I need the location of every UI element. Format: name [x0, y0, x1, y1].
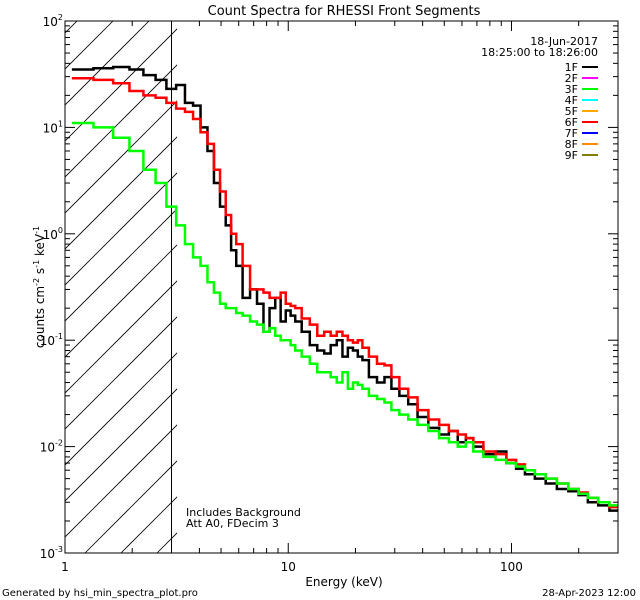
x-tick-label: 10 — [281, 560, 296, 574]
y-tick-base: 10 — [43, 121, 58, 135]
legend-label: 7F — [565, 127, 578, 140]
annotation-background: Includes Background — [186, 506, 301, 519]
y-label-mid-1: s — [33, 268, 47, 278]
series-group — [71, 65, 618, 512]
legend-label: 6F — [565, 116, 578, 129]
y-tick-label: 10-3 — [40, 545, 63, 561]
hatch-line — [65, 424, 177, 538]
y-label-exp-3: -1 — [32, 226, 41, 234]
y-tick-label: 10-1 — [40, 332, 63, 348]
hatch-line — [84, 460, 177, 553]
y-tick-base: 10 — [40, 441, 55, 455]
y-tick-base: 10 — [40, 547, 55, 561]
y-label-main: counts cm — [33, 286, 47, 348]
y-tick-exponent: -2 — [55, 439, 63, 448]
hatch-line — [65, 28, 177, 142]
hatched-region — [0, 0, 177, 553]
x-tick-labels: 1 10 100 — [61, 560, 523, 574]
legend-label: 9F — [565, 149, 578, 162]
y-tick-label: 101 — [43, 119, 63, 135]
hatch-line — [65, 208, 177, 322]
legend-label: 2F — [565, 72, 578, 85]
chart-title: Count Spectra for RHESSI Front Segments — [208, 4, 481, 19]
series-3F — [71, 121, 618, 507]
observation-date: 18-Jun-2017 — [530, 35, 598, 48]
y-tick-exponent: 0 — [58, 226, 63, 235]
series-1F — [71, 65, 618, 512]
y-label-exp-1: -2 — [32, 278, 41, 286]
y-tick-base: 10 — [43, 15, 58, 29]
hatch-line — [65, 316, 177, 430]
legend-label: 4F — [565, 94, 578, 107]
y-label-mid-2: keV — [33, 233, 47, 260]
x-tick-label: 100 — [500, 560, 523, 574]
hatch-line — [65, 100, 177, 214]
hatch-line — [120, 496, 177, 553]
svg-text:counts cm-2 s-1 keV-1: counts cm-2 s-1 keV-1 — [32, 226, 47, 348]
time-range: 18:25:00 to 18:26:00 — [481, 46, 598, 59]
legend-label: 1F — [565, 61, 578, 74]
hatch-line — [65, 388, 177, 502]
y-tick-base: 10 — [43, 228, 58, 242]
hatch-line — [65, 280, 177, 394]
hatch-line — [65, 244, 177, 358]
legend-label: 3F — [565, 83, 578, 96]
y-tick-exponent: 1 — [58, 119, 63, 128]
axis-ticks — [64, 20, 619, 554]
legend-label: 8F — [565, 138, 578, 151]
plot-frame — [64, 20, 619, 554]
y-axis-label: counts cm-2 s-1 keV-1 — [32, 226, 47, 348]
y-label-exp-2: -1 — [32, 260, 41, 268]
annotation-attenuator: Att A0, FDecim 3 — [186, 517, 279, 530]
hatch-line — [65, 21, 150, 106]
hatch-line — [65, 172, 177, 286]
x-axis-label: Energy (keV) — [305, 575, 382, 589]
series-6F — [71, 76, 618, 509]
x-tick-label: 1 — [61, 560, 69, 574]
y-tick-exponent: -1 — [55, 332, 63, 341]
y-tick-label: 100 — [43, 226, 63, 242]
footer-generator: Generated by hsi_min_spectra_plot.pro — [2, 588, 198, 599]
hatch-line — [65, 136, 177, 250]
y-tick-label: 10-2 — [40, 439, 63, 455]
hatch-line — [0, 0, 109, 553]
footer-timestamp: 28-Apr-2023 12:00 — [542, 588, 636, 599]
y-tick-exponent: 2 — [58, 13, 63, 22]
hatch-line — [0, 0, 1, 553]
hatch-line — [65, 21, 114, 70]
y-tick-exponent: -3 — [55, 545, 63, 554]
legend-label: 5F — [565, 105, 578, 118]
hatch-line — [0, 0, 37, 553]
hatch-line — [65, 352, 177, 466]
y-tick-base: 10 — [40, 334, 55, 348]
y-tick-label: 102 — [43, 13, 63, 29]
